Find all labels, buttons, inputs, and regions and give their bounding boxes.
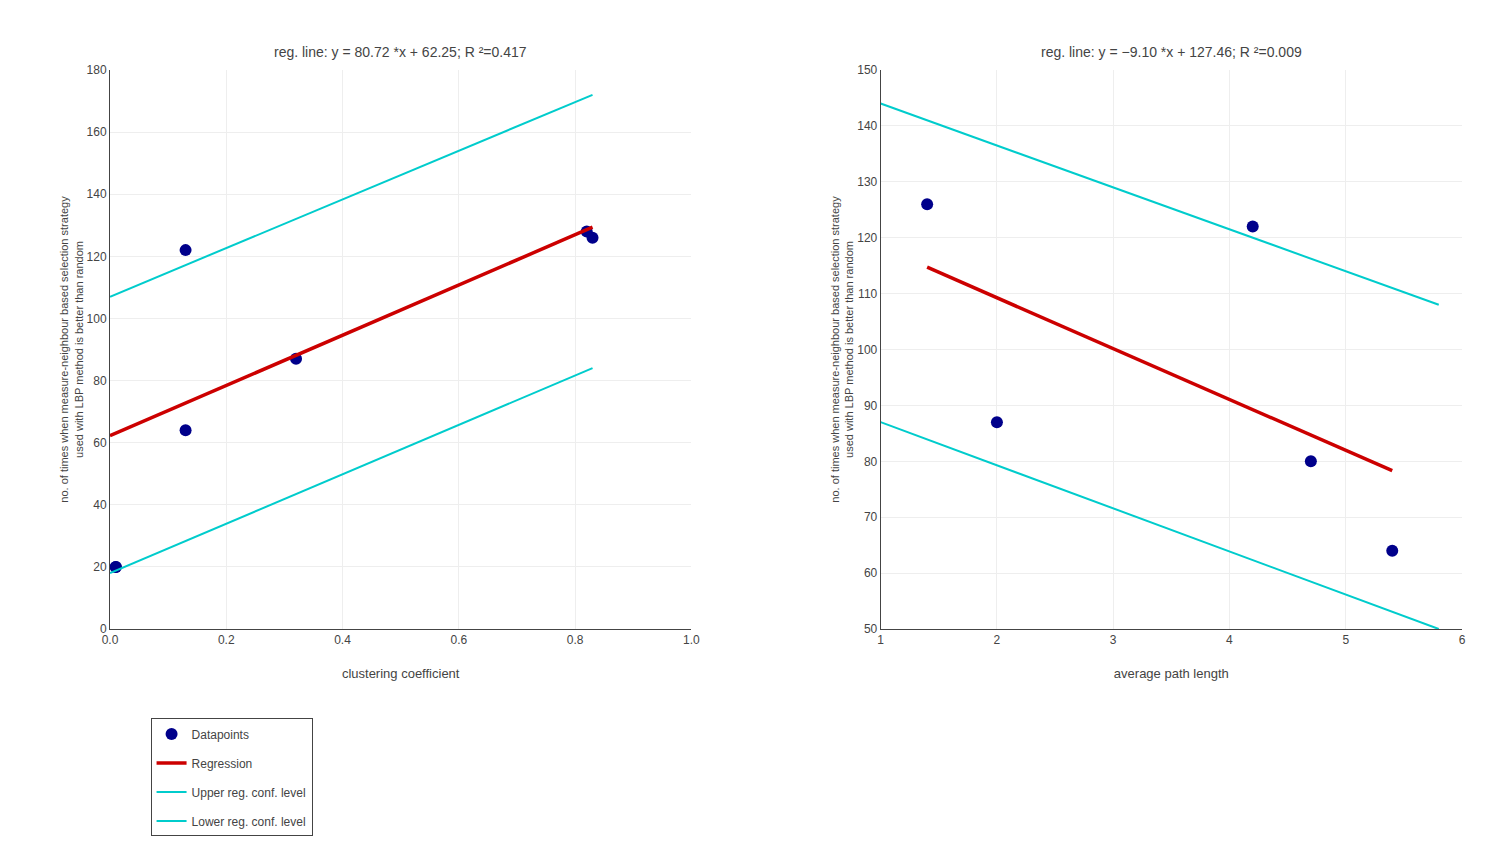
svg-text:0: 0: [100, 622, 107, 636]
svg-text:reg. line: y = 80.72 *x + 62.2: reg. line: y = 80.72 *x + 62.25; R ²=0.4…: [274, 44, 527, 60]
svg-text:0.8: 0.8: [567, 633, 584, 647]
svg-text:6: 6: [1459, 633, 1466, 647]
svg-text:140: 140: [87, 187, 107, 201]
svg-text:90: 90: [864, 399, 878, 413]
svg-text:0.0: 0.0: [102, 633, 119, 647]
svg-text:2: 2: [994, 633, 1001, 647]
svg-text:no. of times when measure-neig: no. of times when measure-neighbour base…: [58, 196, 84, 503]
svg-text:40: 40: [93, 498, 107, 512]
svg-text:0.2: 0.2: [218, 633, 235, 647]
svg-text:reg. line: y = −9.10 *x + 127.: reg. line: y = −9.10 *x + 127.46; R ²=0.…: [1041, 44, 1302, 60]
svg-text:130: 130: [857, 175, 877, 189]
svg-text:60: 60: [93, 436, 107, 450]
svg-text:average path length: average path length: [1114, 666, 1229, 681]
svg-text:20: 20: [93, 560, 107, 574]
svg-text:Upper reg. conf. level: Upper reg. conf. level: [192, 786, 306, 800]
svg-text:140: 140: [857, 119, 877, 133]
svg-text:50: 50: [864, 622, 878, 636]
svg-text:1.0: 1.0: [683, 633, 700, 647]
svg-text:120: 120: [857, 231, 877, 245]
svg-text:clustering coefficient: clustering coefficient: [342, 666, 460, 681]
svg-text:160: 160: [87, 125, 107, 139]
svg-text:Regression: Regression: [192, 757, 253, 771]
svg-text:0.6: 0.6: [450, 633, 467, 647]
svg-text:180: 180: [87, 63, 107, 77]
svg-text:3: 3: [1110, 633, 1117, 647]
svg-text:no. of times when measure-neig: no. of times when measure-neighbour base…: [829, 196, 855, 503]
svg-text:60: 60: [864, 566, 878, 580]
svg-text:Lower reg. conf. level: Lower reg. conf. level: [192, 815, 306, 829]
svg-text:70: 70: [864, 510, 878, 524]
svg-text:80: 80: [864, 455, 878, 469]
svg-text:Datapoints: Datapoints: [192, 728, 249, 742]
svg-text:100: 100: [87, 312, 107, 326]
svg-text:0.4: 0.4: [334, 633, 351, 647]
svg-text:150: 150: [857, 63, 877, 77]
svg-text:80: 80: [93, 374, 107, 388]
svg-text:4: 4: [1226, 633, 1233, 647]
svg-text:100: 100: [857, 343, 877, 357]
svg-text:1: 1: [877, 633, 884, 647]
svg-text:5: 5: [1342, 633, 1349, 647]
svg-text:120: 120: [87, 250, 107, 264]
svg-text:110: 110: [858, 287, 877, 301]
